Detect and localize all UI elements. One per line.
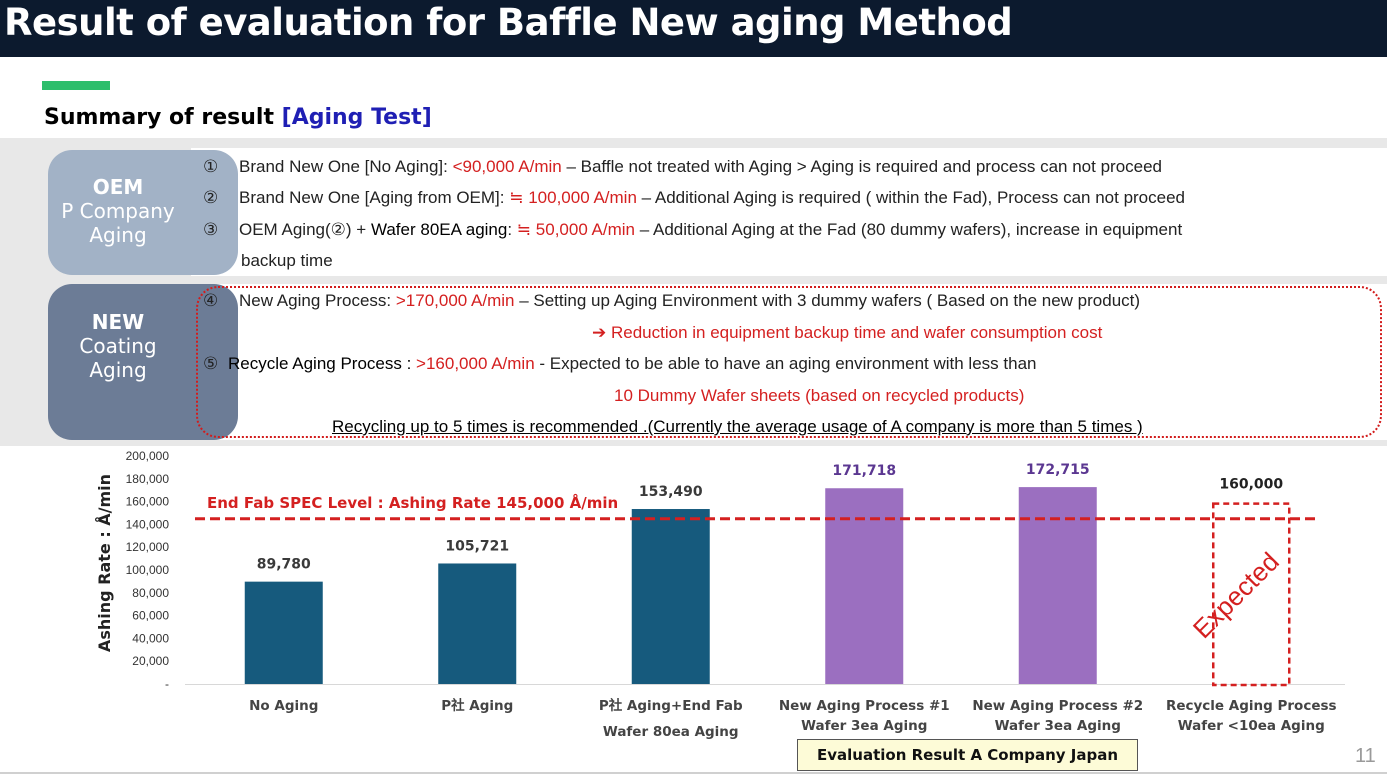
category-label: Wafer 80ea Aging: [603, 724, 739, 740]
bar-expected-outline: [1212, 502, 1291, 687]
category-labels: No Aging P社 Aging P社 Aging+End Fab Wafer 80…: [249, 697, 1336, 740]
item-5: ⑤ Recycle Aging Process : >160,000 A/min …: [203, 354, 1037, 373]
oem-label-line1: OEM: [92, 175, 144, 199]
evaluation-result-box: Evaluation Result A Company Japan: [797, 739, 1138, 771]
item-2: ② Brand New One [Aging from OEM]: ≒ 100,0…: [203, 188, 1185, 207]
new-label-line2: Coating: [79, 334, 157, 358]
item-1: ① Brand New One [No Aging]: <90,000 A/min…: [203, 157, 1163, 176]
new-label-line1: NEW: [91, 310, 145, 334]
bar-data-label: 171,718: [832, 463, 896, 479]
category-label: No Aging: [249, 698, 318, 714]
item-5-recycle-note: Recycling up to 5 times is recommended .…: [332, 417, 1143, 436]
category-label: P社 Aging: [441, 697, 513, 714]
y-axis-ticks: - 20,000 40,000 60,000 80,000 100,000 120,000 1…: [126, 449, 170, 691]
item-4-note: ➔ Reduction in equipment backup time and…: [592, 323, 1103, 342]
new-method-dotted-frame: [196, 286, 1382, 438]
section-subtitle: Summary of result [Aging Test]: [44, 105, 432, 130]
page-title: Result of evaluation for Baffle New agin…: [4, 1, 1013, 44]
oem-row-background: [191, 148, 1387, 276]
new-label: NEW Coating Aging: [48, 284, 238, 440]
y-axis-label: Ashing Rate : Å/min: [95, 474, 114, 652]
accent-bar: [42, 81, 110, 90]
bar: [825, 488, 904, 684]
category-label: P社 Aging+End Fab: [599, 697, 743, 714]
y-tick-label: 200,000: [126, 449, 170, 463]
category-label: Wafer 3ea Aging: [801, 718, 927, 734]
category-label: Wafer <10ea Aging: [1178, 718, 1325, 734]
bar-data-label: 153,490: [639, 484, 703, 500]
bar: [438, 563, 517, 684]
bar-data-label: 172,715: [1026, 462, 1090, 478]
bar: [1018, 487, 1097, 684]
item-4: ④ New Aging Process: >170,000 A/min – Set…: [203, 291, 1141, 310]
ashing-rate-bar-chart: - 20,000 40,000 60,000 80,000 100,000 120,000 1…: [95, 449, 1345, 740]
category-label: New Aging Process #1: [779, 698, 950, 714]
new-row-background: [191, 284, 1387, 440]
category-label: Recycle Aging Process: [1166, 698, 1337, 714]
oem-label: OEM P Company Aging: [48, 150, 238, 275]
y-tick-label: 160,000: [126, 495, 170, 509]
spec-level-label: End Fab SPEC Level : Ashing Rate 145,000…: [207, 493, 618, 512]
y-tick-label: 140,000: [126, 517, 170, 531]
y-tick-label: -: [165, 677, 169, 691]
bar-data-label: 105,721: [445, 538, 509, 554]
oem-label-line3: Aging: [89, 223, 147, 247]
category-label: Wafer 3ea Aging: [995, 718, 1121, 734]
item-3-continuation: backup time: [241, 251, 333, 270]
oem-label-line2: P Company: [61, 199, 175, 223]
bar: [244, 581, 323, 684]
y-tick-label: 80,000: [132, 586, 169, 600]
bar: [631, 509, 710, 684]
bar-data-label: 160,000: [1219, 477, 1283, 493]
y-tick-label: 60,000: [132, 609, 169, 623]
category-label: New Aging Process #2: [972, 698, 1143, 714]
new-label-line3: Aging: [89, 358, 147, 382]
item-5-note: 10 Dummy Wafer sheets (based on recycled…: [614, 386, 1025, 405]
y-tick-label: 20,000: [132, 654, 169, 668]
y-tick-label: 120,000: [126, 540, 170, 554]
y-tick-label: 100,000: [126, 563, 170, 577]
page-number: 11: [1355, 745, 1376, 767]
evaluation-result-text: Evaluation Result A Company Japan: [816, 746, 1119, 764]
subtitle-main: Summary of result: [44, 105, 282, 130]
item-3: ③ OEM Aging(②) + Wafer 80EA aging: ≒ 50,0…: [203, 220, 1183, 239]
y-tick-label: 180,000: [126, 472, 170, 486]
footer-rule: [0, 772, 1387, 774]
title-bar: Result of evaluation for Baffle New agin…: [0, 0, 1387, 57]
y-tick-label: 40,000: [132, 631, 169, 645]
expected-annotation: Expected: [1187, 546, 1285, 644]
bar-data-label: 89,780: [257, 557, 311, 573]
subtitle-highlight: [Aging Test]: [281, 105, 432, 130]
